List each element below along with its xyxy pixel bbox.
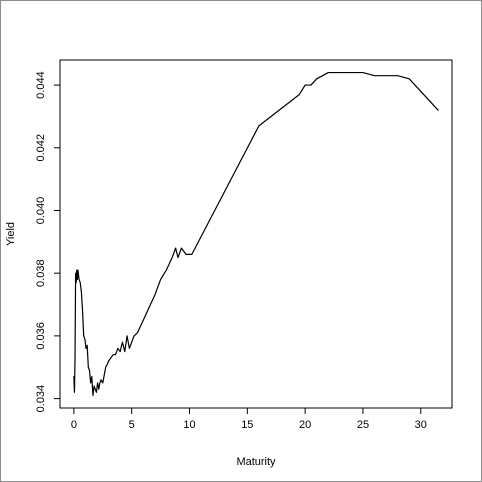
plot-border xyxy=(59,59,453,409)
x-tick-label: 0 xyxy=(71,419,77,431)
x-tick-label: 30 xyxy=(415,419,427,431)
y-tick-label: 0.034 xyxy=(35,385,47,413)
x-tick-label: 10 xyxy=(183,419,195,431)
yield-line xyxy=(73,71,439,397)
y-axis-label: Yield xyxy=(5,222,17,246)
y-tick-label: 0.036 xyxy=(35,322,47,350)
y-tick-label: 0.038 xyxy=(35,259,47,287)
y-axis: 0.034 0.036 0.038 0.040 0.042 0.044 xyxy=(35,71,60,412)
y-tick-label: 0.044 xyxy=(35,71,47,99)
x-tick-label: 5 xyxy=(129,419,135,431)
x-tick-label: 15 xyxy=(241,419,253,431)
x-axis-label: Maturity xyxy=(236,456,276,468)
y-tick-label: 0.042 xyxy=(35,134,47,162)
y-tick-label: 0.040 xyxy=(35,197,47,225)
x-tick-label: 25 xyxy=(357,419,369,431)
x-axis: 0 5 10 15 20 25 30 xyxy=(71,408,427,431)
x-tick-label: 20 xyxy=(299,419,311,431)
